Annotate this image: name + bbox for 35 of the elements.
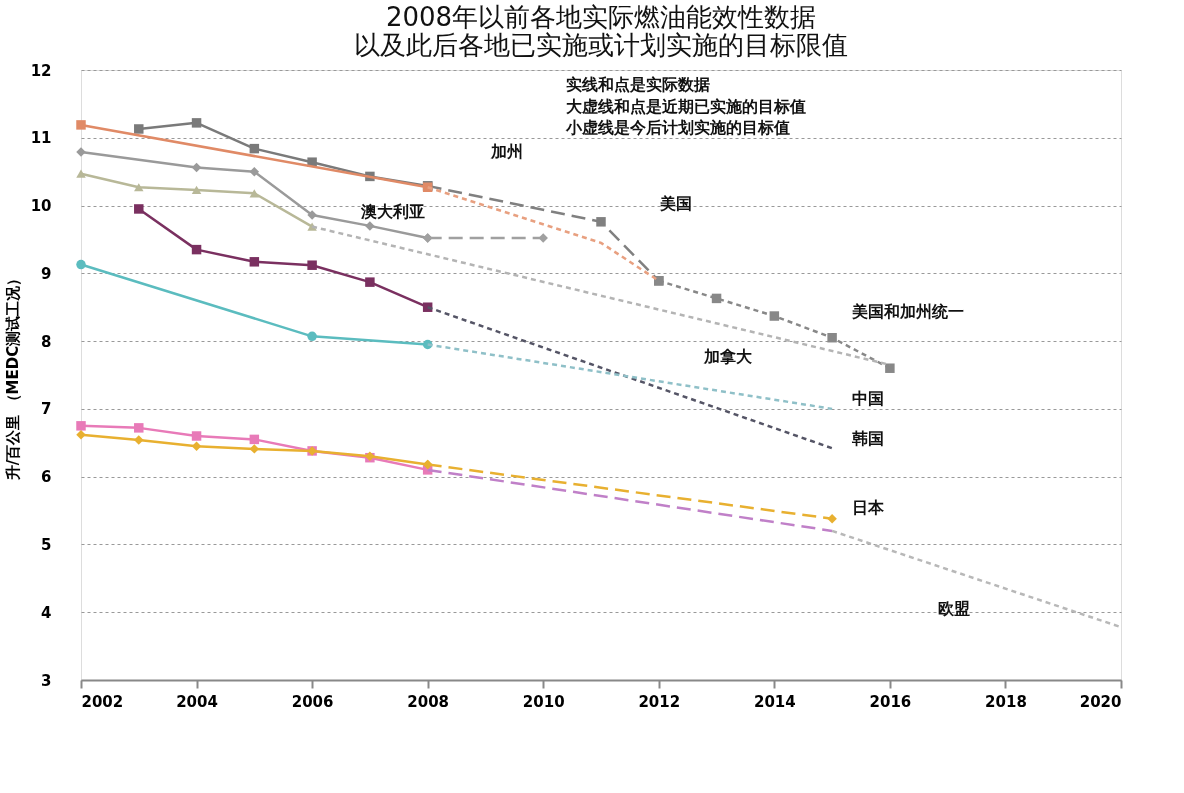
y-tick-label: 3 xyxy=(41,671,52,690)
annotation: 加拿大 xyxy=(702,347,753,367)
y-tick-label: 10 xyxy=(30,197,52,216)
x-tick-label: 2016 xyxy=(869,692,912,711)
x-tick-label: 2008 xyxy=(407,692,450,711)
x-tick-label: 2014 xyxy=(753,692,796,711)
annotation: 澳大利亚 xyxy=(359,202,425,222)
y-tick-label: 8 xyxy=(41,332,52,351)
y-tick-label: 9 xyxy=(41,264,52,283)
annotation: 美国和加州统一 xyxy=(850,301,964,321)
y-tick-label: 7 xyxy=(41,400,52,419)
annotation: 欧盟 xyxy=(937,599,970,619)
annotation: 实线和点是实际数据 xyxy=(565,74,710,94)
annotation: 韩国 xyxy=(850,429,884,449)
annotation: 美国 xyxy=(659,193,693,213)
x-tick-label: 2012 xyxy=(638,692,681,711)
x-tick-label: 2018 xyxy=(985,692,1027,711)
x-tick-label: 2002 xyxy=(81,692,124,711)
x-tick-label: 2004 xyxy=(176,692,218,711)
y-tick-label: 4 xyxy=(41,603,52,622)
y-tick-label: 5 xyxy=(41,535,52,554)
x-tick-label: 2010 xyxy=(522,692,565,711)
y-axis-title: 升/百公里 （MEDC测试工况） xyxy=(3,270,22,482)
y-tick-label: 6 xyxy=(41,468,52,487)
annotation: 大虚线和点是近期已实施的目标值 xyxy=(565,96,806,116)
text: 以及此后各地已实施或计划实施的目标限值 xyxy=(354,30,848,60)
annotation: 加州 xyxy=(489,142,523,162)
y-tick-label: 11 xyxy=(30,129,52,148)
y-tick-label: 12 xyxy=(30,61,52,80)
x-tick-label: 2006 xyxy=(291,692,334,711)
annotation: 小虚线是今后计划实施的目标值 xyxy=(564,117,790,137)
text: 2008年以前各地实际燃油能效性数据 xyxy=(385,2,817,32)
annotation: 中国 xyxy=(851,389,884,409)
x-tick-label: 2020 xyxy=(1079,692,1122,711)
annotation: 日本 xyxy=(851,497,885,517)
